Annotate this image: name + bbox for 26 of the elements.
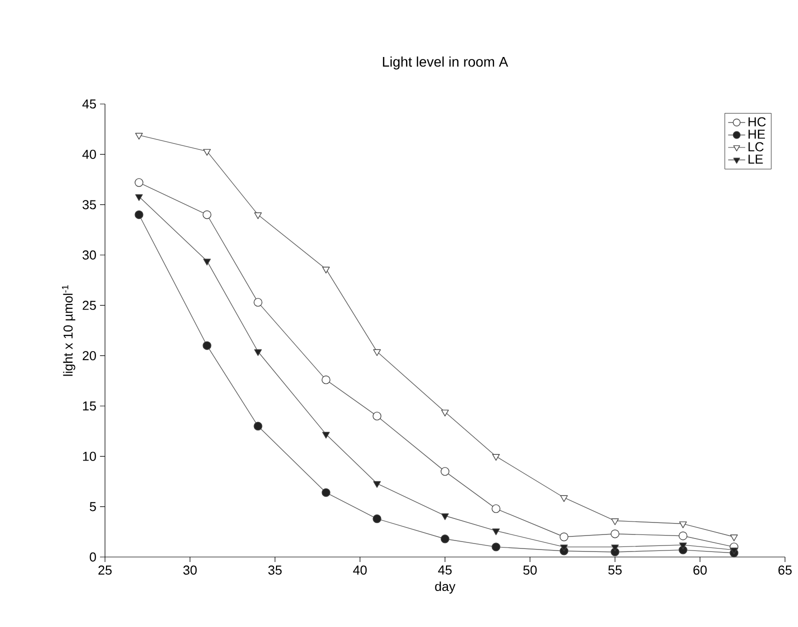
y-tick-label: 25 — [82, 300, 96, 310]
legend-label: LE — [748, 154, 763, 164]
x-tick-label: 35 — [268, 566, 282, 575]
y-tick-label: 10 — [83, 452, 96, 461]
x-tick-label: 50 — [523, 566, 537, 575]
x-tick-label: 65 — [778, 566, 792, 575]
x-tick-label: 45 — [438, 566, 452, 575]
y-tick-label: 35 — [82, 200, 96, 210]
y-tick-label: 45 — [82, 99, 96, 109]
y-tick-label: 30 — [82, 250, 96, 260]
y-tick-label: 20 — [82, 351, 96, 360]
y-tick-label: 40 — [82, 150, 96, 159]
chart-title: Light level in room A — [382, 56, 508, 70]
y-tick-label: 0 — [90, 552, 96, 562]
legend-label: HE — [748, 130, 765, 139]
x-tick-label: 25 — [98, 566, 112, 575]
x-tick-label: 60 — [693, 566, 707, 575]
y-tick-label: 15 — [83, 401, 96, 411]
x-tick-label: 55 — [608, 566, 622, 575]
legend-label: LC — [748, 142, 764, 152]
x-tick-label: 40 — [353, 566, 367, 575]
y-axis-title: light x 10 µmol$^{-1}$ — [62, 285, 76, 376]
y-tick-label: 5 — [90, 502, 96, 512]
legend-label: HC — [748, 117, 766, 126]
x-tick-label: 30 — [183, 566, 197, 575]
x-axis-title: day — [435, 582, 456, 594]
